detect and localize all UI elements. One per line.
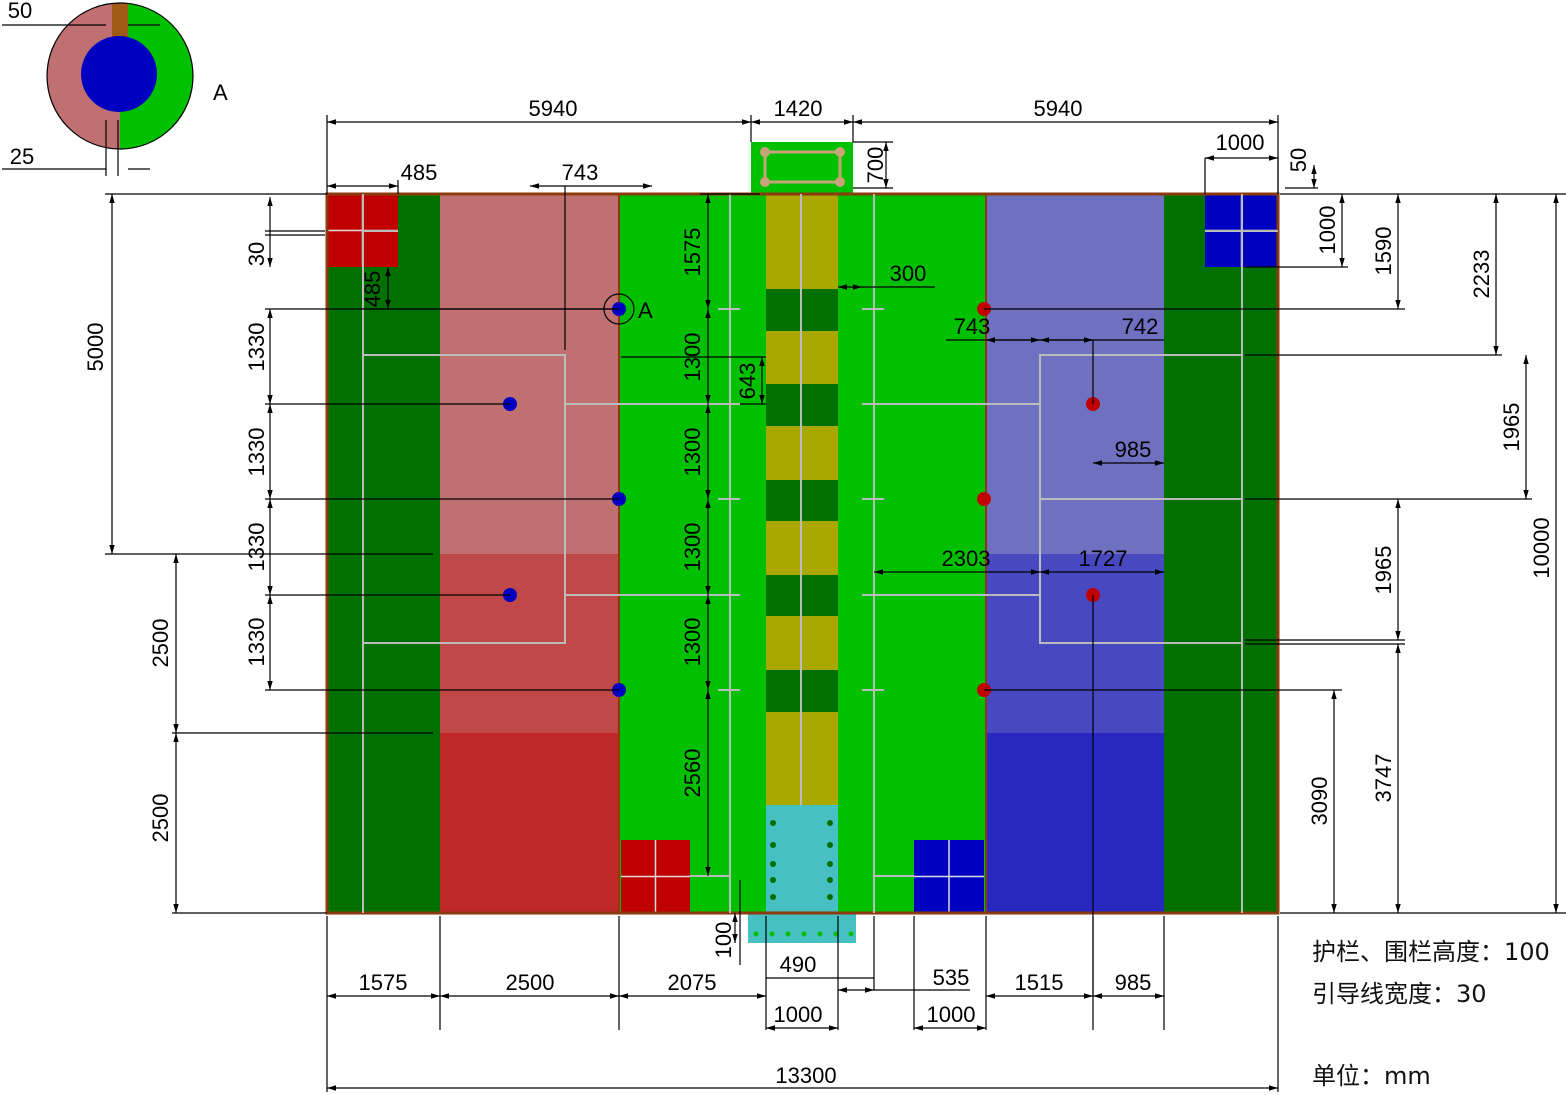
dimension-label: 1575 [359, 970, 408, 995]
dimension-label: 743 [954, 314, 991, 339]
dimension-label: 2303 [942, 546, 991, 571]
dimension-label: 1727 [1079, 546, 1128, 571]
stud-dot [770, 842, 776, 848]
detail-label: A [213, 80, 228, 105]
dimension-label: 5000 [83, 323, 108, 372]
dimension-label: 485 [360, 271, 385, 308]
detail-dim-50: 50 [8, 0, 32, 23]
stud-dot [770, 894, 776, 900]
exit-area [748, 913, 856, 943]
dimension-label: 1515 [1015, 970, 1064, 995]
dimension-label: 1330 [244, 523, 269, 572]
dimension-label: 490 [780, 952, 817, 977]
dimension-label: 1000 [1315, 206, 1340, 255]
dimension-label: 2560 [680, 749, 705, 798]
dimension-label: 1330 [244, 618, 269, 667]
red-zone-lower [440, 733, 619, 913]
dimension-label: 1300 [680, 523, 705, 572]
detail-outline [46, 2, 194, 150]
dimension-label: 742 [1122, 314, 1159, 339]
stud-dot [833, 931, 839, 937]
dimension-label: 50 [1286, 148, 1311, 172]
gate-post [760, 177, 770, 187]
dimension-label: 485 [401, 160, 438, 185]
dimension-label: 1575 [680, 228, 705, 277]
dimension-label: 2233 [1469, 250, 1494, 299]
dimension-label: 1590 [1371, 227, 1396, 276]
dimension-label: 535 [933, 965, 970, 990]
dimension-label: 5940 [1034, 96, 1083, 121]
dimension-label: 1965 [1499, 403, 1524, 452]
detail-brown-post [112, 3, 128, 37]
dimension-label: 3090 [1307, 777, 1332, 826]
stud-dot [753, 931, 759, 937]
rail-height-note: 护栏、围栏高度：100 [1312, 938, 1550, 966]
stud-dot [785, 931, 791, 937]
stud-dot [827, 842, 833, 848]
stud-dot [827, 894, 833, 900]
dimension-label: 1330 [244, 428, 269, 477]
dimension-label: 1300 [680, 428, 705, 477]
field [325, 142, 1280, 943]
stud-dot [770, 877, 776, 883]
gate-post [835, 147, 845, 157]
dimension-label: 2500 [506, 970, 555, 995]
red-marker-dot [977, 492, 991, 506]
stud-dot [770, 861, 776, 867]
guide-lines [362, 194, 1278, 913]
dimension-label: 1300 [680, 618, 705, 667]
marker-a-label: A [638, 298, 653, 323]
center-strip-end [766, 805, 838, 913]
stud-dot [827, 861, 833, 867]
dimension-label: 985 [1115, 437, 1152, 462]
entrance-gate [763, 150, 842, 184]
dimension-label: 743 [562, 160, 599, 185]
dimension-label: 1000 [774, 1002, 823, 1027]
detail-dim-25: 25 [10, 144, 34, 169]
dimension-label: 30 [244, 242, 269, 266]
stud-dot [817, 931, 823, 937]
dimension-label: 10000 [1529, 517, 1554, 578]
guide-width-note: 引导线宽度：30 [1312, 980, 1487, 1008]
dimension-label: 2500 [148, 794, 173, 843]
dimension-label: 300 [890, 261, 927, 286]
dimension-label: 1000 [927, 1002, 976, 1027]
dimension-label: 100 [711, 922, 736, 959]
stud-dot [769, 931, 775, 937]
blue-zone-lower [986, 733, 1164, 913]
dimension-label: 2075 [668, 970, 717, 995]
gate-post [835, 177, 845, 187]
stud-dot [801, 931, 807, 937]
stud-dot [848, 931, 854, 937]
dimension-label: 700 [863, 147, 888, 184]
gate-post [760, 147, 770, 157]
dimension-label: 3747 [1371, 754, 1396, 803]
dimension-label: 643 [735, 363, 760, 400]
dimension-label: 1000 [1216, 130, 1265, 155]
blue-zone-upper [986, 194, 1164, 554]
dimension-label: 1965 [1371, 546, 1396, 595]
dimension-label: 2500 [148, 619, 173, 668]
detail-blue-dot [81, 36, 157, 112]
dimension-label: 13300 [775, 1063, 836, 1088]
dimension-label: 985 [1115, 970, 1152, 995]
dimension-label: 5940 [529, 96, 578, 121]
dimension-label: 1420 [774, 96, 823, 121]
detail-a-view: A [46, 2, 228, 150]
stud-dot [770, 820, 776, 826]
stud-dot [827, 820, 833, 826]
stud-dot [827, 877, 833, 883]
red-zone-upper [440, 194, 619, 554]
dimension-label: 1330 [244, 323, 269, 372]
notes-panel: 护栏、围栏高度：100 引导线宽度：30 单位：mm [1312, 0, 1562, 1095]
unit-note: 单位：mm [1312, 1062, 1431, 1090]
